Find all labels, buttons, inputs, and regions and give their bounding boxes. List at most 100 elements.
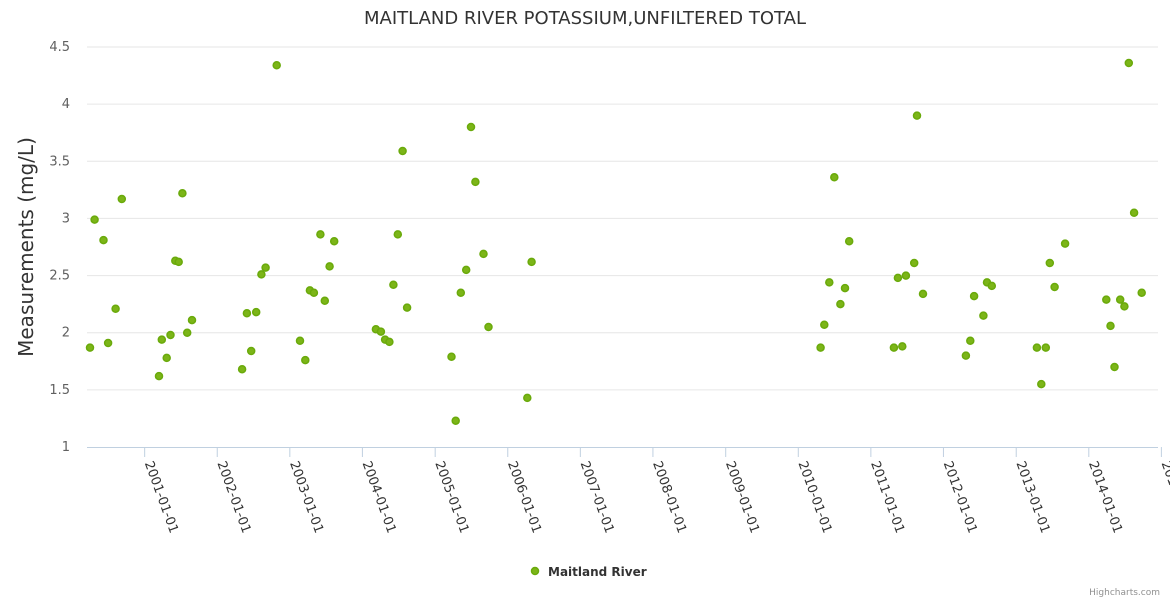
data-point[interactable] [166,330,175,340]
data-point[interactable] [461,265,471,275]
data-point[interactable] [966,336,975,345]
grid-lines [87,46,1158,391]
data-point[interactable] [1041,343,1051,352]
data-point[interactable] [987,281,997,291]
data-point[interactable] [402,303,412,312]
data-point[interactable] [187,315,197,325]
data-point[interactable] [1110,362,1119,372]
data-point[interactable] [393,230,403,239]
data-point[interactable] [325,262,334,271]
x-tick-label: 2003-01-01 [286,459,326,535]
data-point[interactable] [1032,343,1042,352]
data-point[interactable] [1124,58,1134,68]
data-point[interactable] [840,283,850,293]
x-tick-label: 2012-01-01 [940,459,980,535]
data-point[interactable] [1120,302,1129,311]
data-point[interactable] [261,263,270,272]
data-point[interactable] [157,335,167,344]
data-point[interactable] [527,257,536,267]
legend-label-maitland-river[interactable]: Maitland River [548,565,647,579]
data-point[interactable] [523,393,532,403]
data-point[interactable] [301,355,310,365]
x-tick-label: 2009-01-01 [722,459,762,535]
y-tick-label: 2 [62,326,70,341]
y-tick-label: 3 [62,211,70,226]
data-point[interactable] [889,343,899,352]
data-point[interactable] [979,311,988,320]
y-tick-label: 2.5 [49,269,70,284]
data-point[interactable] [1115,295,1125,304]
data-point[interactable] [90,215,99,224]
data-point[interactable] [329,237,339,246]
data-point[interactable] [836,299,845,309]
data-point[interactable] [898,342,907,351]
credits-link[interactable]: Highcharts.com [1089,588,1160,598]
data-point[interactable] [85,343,95,352]
data-point[interactable] [1037,379,1046,389]
data-point[interactable] [385,337,394,347]
data-point[interactable] [182,328,192,337]
data-point[interactable] [1045,258,1055,268]
x-tick-label: 2002-01-01 [213,459,253,535]
data-point[interactable] [466,122,476,132]
data-point[interactable] [893,273,903,283]
data-point[interactable] [825,278,834,287]
y-tick-label: 1.5 [49,383,70,398]
data-point[interactable] [918,289,928,299]
data-point[interactable] [912,111,922,120]
data-point[interactable] [178,189,187,198]
data-point[interactable] [901,271,911,280]
legend[interactable]: Maitland River [530,565,647,579]
data-point[interactable] [295,336,305,345]
data-point[interactable] [479,249,488,259]
x-tick-label: 2014-01-01 [1085,459,1125,535]
data-point[interactable] [471,177,480,187]
data-point[interactable] [246,346,256,356]
data-point[interactable] [398,146,407,156]
data-point[interactable] [320,296,330,305]
x-axis-tick-labels: 2001-01-01 2002-01-01 2003-01-01 2004-01-01… [141,447,1170,535]
data-point[interactable] [456,288,466,297]
data-point[interactable] [1137,288,1146,297]
data-point[interactable] [251,307,261,317]
x-tick-label: 2015-01-01 [1158,459,1170,535]
data-point[interactable] [389,280,398,289]
data-point[interactable] [117,194,127,204]
data-point[interactable] [103,338,113,348]
data-point[interactable] [309,288,319,297]
data-point[interactable] [1102,295,1111,304]
chart-title: MAITLAND RIVER POTASSIUM,UNFILTERED TOTA… [364,8,806,29]
y-tick-label: 1 [62,440,70,455]
data-point[interactable] [1050,282,1059,292]
data-point[interactable] [969,291,979,301]
data-points [85,58,1146,425]
data-point[interactable] [111,304,120,313]
data-point[interactable] [1060,239,1070,248]
data-point[interactable] [961,351,971,360]
data-point[interactable] [844,237,854,246]
data-point[interactable] [1129,208,1139,217]
data-point[interactable] [237,365,247,374]
data-point[interactable] [174,257,183,267]
data-point[interactable] [1106,321,1115,331]
data-point[interactable] [257,270,266,279]
x-tick-label: 2007-01-01 [577,459,617,535]
x-tick-label: 2008-01-01 [649,459,689,535]
data-point[interactable] [816,343,825,352]
data-point[interactable] [484,322,493,332]
data-point[interactable] [242,309,252,318]
data-point[interactable] [447,352,456,361]
x-tick-label: 2005-01-01 [431,459,471,535]
data-point[interactable] [272,61,281,70]
data-point[interactable] [99,235,108,245]
data-point[interactable] [162,353,171,363]
data-point[interactable] [451,416,460,425]
data-point[interactable] [316,230,325,239]
data-point[interactable] [830,173,839,182]
data-point[interactable] [820,320,829,329]
data-point[interactable] [909,258,919,268]
data-point[interactable] [376,327,386,336]
data-point[interactable] [154,371,164,381]
x-tick-label: 2013-01-01 [1012,459,1052,535]
